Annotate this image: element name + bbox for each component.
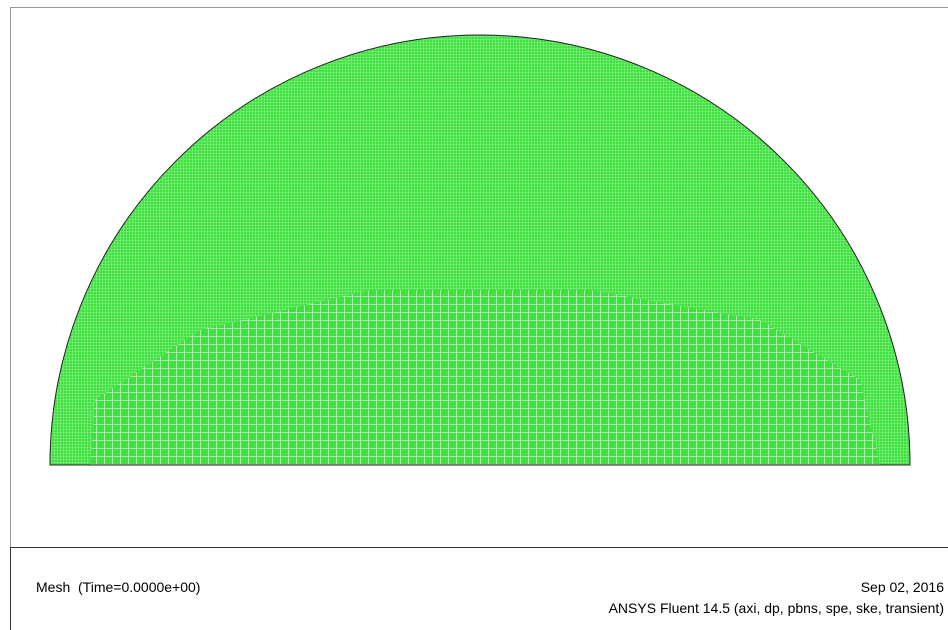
- footer-product: ANSYS Fluent 14.5 (axi, dp, pbns, spe, s…: [609, 600, 944, 616]
- app-window: Mesh (Time=0.0000e+00) Sep 02, 2016 ANSY…: [0, 0, 948, 630]
- footer-date: Sep 02, 2016: [861, 579, 944, 595]
- graphics-window: [0, 0, 948, 630]
- footer-left: Mesh (Time=0.0000e+00): [36, 579, 200, 595]
